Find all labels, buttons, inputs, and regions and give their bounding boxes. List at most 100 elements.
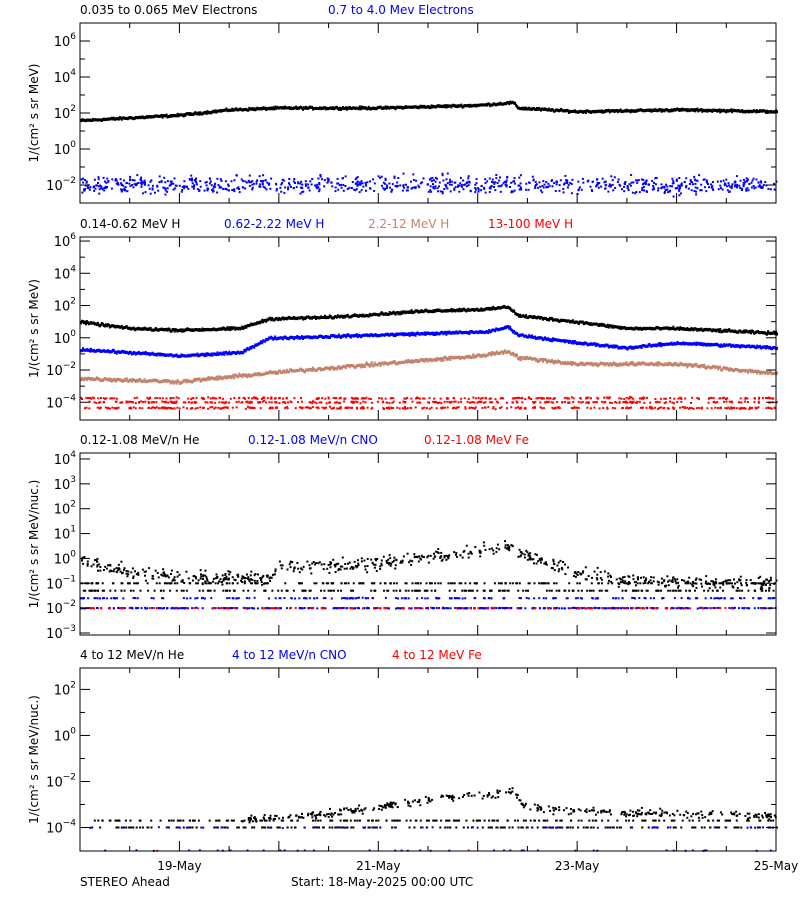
data-point xyxy=(719,397,722,400)
data-point xyxy=(388,402,391,405)
data-point xyxy=(445,185,448,188)
data-point xyxy=(725,397,727,400)
data-point xyxy=(655,177,658,179)
data-point xyxy=(491,178,494,181)
data-point xyxy=(554,406,557,409)
data-point xyxy=(150,401,153,404)
data-point xyxy=(499,176,501,179)
data-point xyxy=(220,186,223,189)
data-point xyxy=(132,326,135,330)
data-point xyxy=(486,180,489,183)
data-point xyxy=(309,401,312,404)
data-point xyxy=(373,566,376,569)
data-point xyxy=(586,180,589,183)
data-point xyxy=(585,578,588,581)
data-point xyxy=(677,581,680,584)
data-point xyxy=(330,181,333,184)
data-point xyxy=(205,184,208,187)
data-point xyxy=(415,179,418,182)
data-point xyxy=(584,566,587,569)
series-0-035-to-0-065-mev-electrons xyxy=(80,100,778,123)
data-point xyxy=(680,182,683,185)
data-point xyxy=(266,397,269,400)
legend-entry: 0.12-1.08 MeV Fe xyxy=(424,433,529,447)
data-point xyxy=(261,183,264,186)
y-tick-label: 10−2 xyxy=(46,361,76,379)
data-point xyxy=(191,397,194,400)
data-point xyxy=(524,406,527,409)
data-point xyxy=(381,401,384,404)
data-point xyxy=(542,359,544,363)
data-point xyxy=(541,184,544,187)
data-point xyxy=(695,193,698,196)
data-point xyxy=(383,407,385,410)
data-point xyxy=(318,190,321,193)
data-point xyxy=(638,397,641,400)
data-point xyxy=(731,110,734,114)
data-point xyxy=(304,406,307,409)
data-point xyxy=(116,181,119,184)
data-point xyxy=(109,407,111,410)
data-point xyxy=(222,188,225,190)
data-point xyxy=(669,400,671,403)
data-point xyxy=(211,189,213,191)
data-point xyxy=(752,330,755,334)
plot-frame xyxy=(79,22,777,204)
data-point xyxy=(669,185,672,188)
data-point xyxy=(660,187,663,190)
data-point xyxy=(460,397,463,400)
data-point xyxy=(717,188,720,191)
data-point xyxy=(299,192,302,195)
data-point xyxy=(432,185,435,188)
data-point xyxy=(95,402,98,405)
data-point xyxy=(354,400,357,403)
data-point xyxy=(443,400,446,403)
data-point xyxy=(183,582,186,584)
data-point xyxy=(735,407,738,410)
data-point xyxy=(604,184,607,187)
data-point xyxy=(672,406,674,409)
data-point xyxy=(443,188,446,190)
data-point xyxy=(487,331,490,334)
data-point xyxy=(567,397,570,400)
data-point xyxy=(228,326,231,330)
data-point xyxy=(738,184,741,187)
data-point xyxy=(147,397,150,400)
data-point xyxy=(343,397,346,400)
data-point xyxy=(369,187,372,190)
data-point xyxy=(280,567,283,570)
data-point xyxy=(469,190,472,193)
data-point xyxy=(283,191,286,194)
data-point xyxy=(539,185,542,188)
data-point xyxy=(494,398,497,401)
data-point xyxy=(120,401,123,404)
data-point xyxy=(506,544,509,547)
data-point xyxy=(488,102,491,106)
data-point xyxy=(510,101,513,105)
data-point xyxy=(579,397,582,400)
data-point xyxy=(471,401,474,403)
data-point xyxy=(678,189,681,192)
data-point xyxy=(156,397,159,399)
data-point xyxy=(350,187,353,189)
data-point xyxy=(666,407,669,410)
data-point xyxy=(353,401,355,404)
data-point xyxy=(410,359,413,363)
data-point xyxy=(256,397,259,400)
data-point xyxy=(635,191,638,193)
data-point xyxy=(144,191,147,194)
data-point xyxy=(492,552,495,555)
legend-entry: 13-100 MeV H xyxy=(488,217,573,231)
data-point xyxy=(519,551,522,553)
data-point xyxy=(773,330,775,334)
data-point xyxy=(403,401,406,404)
data-point xyxy=(756,371,759,375)
data-point xyxy=(257,401,260,404)
data-point xyxy=(374,563,377,566)
data-point xyxy=(617,178,620,181)
data-point xyxy=(274,406,277,409)
data-point xyxy=(655,361,658,365)
data-point xyxy=(209,180,212,183)
data-point xyxy=(769,188,772,191)
data-point xyxy=(140,178,142,181)
